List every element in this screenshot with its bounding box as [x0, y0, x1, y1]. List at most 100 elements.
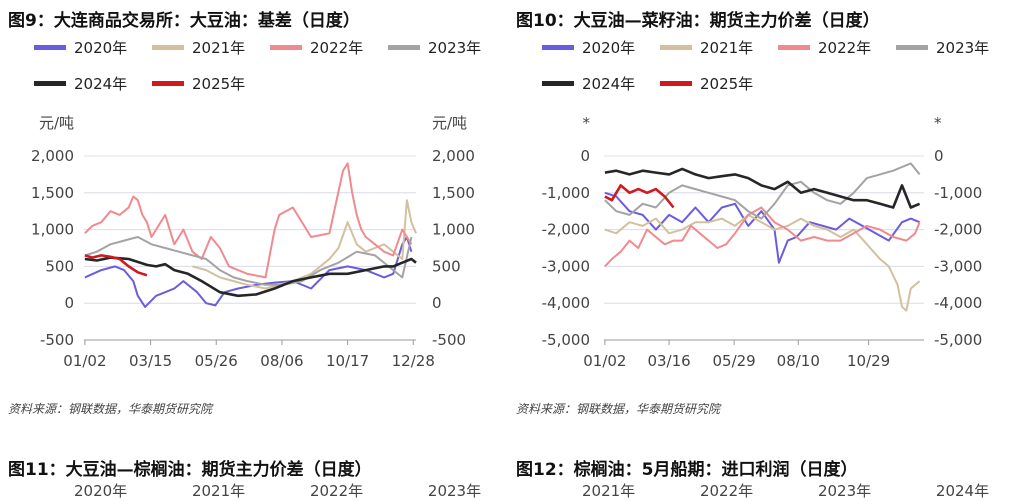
y-tick-label-left: -2,000 — [542, 221, 590, 239]
figure-10-source: 资料来源：钢联数据，华泰期货研究院 — [516, 402, 721, 416]
legend-item-2023: 2023年 — [896, 36, 989, 58]
legend-label-2022: 2022年 — [818, 38, 872, 57]
legend-item-2020: 2020年 — [34, 36, 127, 58]
legend-label-2023: 2023年 — [936, 38, 990, 57]
legend-item-2024: 2024年 — [542, 72, 635, 94]
legend-item-2021: 2021年 — [660, 36, 753, 58]
x-tick-label: 12/28 — [392, 352, 435, 370]
y-tick-label-right: 0 — [934, 147, 944, 165]
y-axis-unit-right: * — [934, 114, 942, 132]
legend-swatch-2021 — [152, 44, 184, 50]
figure-11-legend: 2020年 2021年 2022年 2023年 — [74, 480, 541, 501]
figure-12-legend-label: 2023年 — [817, 482, 872, 500]
y-tick-label-right: 2,000 — [432, 147, 475, 165]
series-line-2023 — [84, 236, 413, 286]
legend-label-2024: 2024年 — [582, 74, 636, 93]
legend-item-2023: 2023年 — [388, 36, 481, 58]
figure-12-legend: 2021年 2022年 2023年 2024年 — [582, 480, 1026, 501]
y-tick-label-left: -4,000 — [542, 294, 590, 312]
figure-9-panel: 图9：大连商品交易所：大豆油：基差（日度） 2020年 2021年 2022年 … — [8, 0, 508, 420]
y-tick-label-right: 1,500 — [432, 184, 475, 202]
series-line-2022 — [604, 206, 921, 268]
legend-item-2025: 2025年 — [660, 72, 753, 94]
legend-item-2022: 2022年 — [270, 36, 363, 58]
figure-10-title: 图10：大豆油—菜籽油：期货主力价差（日度） — [516, 11, 880, 31]
y-tick-label-left: 1,000 — [31, 221, 74, 239]
x-tick-label: 10/29 — [847, 352, 890, 370]
x-tick-label: 01/02 — [583, 352, 626, 370]
legend-label-2022: 2022年 — [310, 38, 364, 57]
legend-swatch-2025 — [660, 80, 692, 86]
x-tick-label: 08/06 — [260, 352, 303, 370]
y-tick-label-right: -5,000 — [934, 331, 982, 349]
legend-item-2020: 2020年 — [542, 36, 635, 58]
series-line-2023 — [604, 162, 921, 220]
legend-swatch-2023 — [896, 44, 928, 50]
x-tick-label: 05/26 — [195, 352, 238, 370]
y-tick-label-right: 500 — [432, 257, 461, 275]
figure-10-panel: 图10：大豆油—菜籽油：期货主力价差（日度） 2020年 2021年 2022年… — [516, 0, 1016, 420]
series-line-2024 — [84, 256, 417, 298]
y-tick-label-left: 2,000 — [31, 147, 74, 165]
legend-swatch-2024 — [34, 80, 66, 86]
x-tick-label: 03/16 — [647, 352, 690, 370]
legend-label-2021: 2021年 — [192, 38, 246, 57]
figure-12-legend-label: 2021年 — [582, 482, 636, 500]
figure-11-legend-label: 2023年 — [427, 482, 482, 500]
y-tick-label-right: -2,000 — [934, 221, 982, 239]
legend-label-2023: 2023年 — [428, 38, 482, 57]
x-tick-label: 10/17 — [326, 352, 369, 370]
figure-9-chart: 元/吨 元/吨 -500 -500 0 0 500 500 1,000 1,000 1,500 1,5… — [31, 114, 475, 370]
y-tick-label-left: 0 — [64, 294, 74, 312]
y-tick-label-left: -500 — [40, 331, 74, 349]
legend-item-2022: 2022年 — [778, 36, 871, 58]
legend-item-2025: 2025年 — [152, 72, 245, 94]
y-tick-label-right: -4,000 — [934, 294, 982, 312]
series-line-2021 — [192, 199, 417, 290]
legend-item-2021: 2021年 — [152, 36, 245, 58]
legend-swatch-2020 — [34, 44, 66, 50]
series-line-2021 — [604, 213, 921, 312]
y-tick-label-right: -3,000 — [934, 257, 982, 275]
legend-swatch-2022 — [270, 44, 302, 50]
legend-swatch-2023 — [388, 44, 420, 50]
y-axis-unit-right: 元/吨 — [432, 114, 467, 132]
series-line-2024 — [604, 167, 921, 209]
y-tick-label-left: -1,000 — [542, 184, 590, 202]
y-tick-label-left: 500 — [45, 257, 74, 275]
y-tick-label-left: -3,000 — [542, 257, 590, 275]
x-tick-label: 01/02 — [63, 352, 106, 370]
legend-swatch-2024 — [542, 80, 574, 86]
x-tick-label: 03/15 — [129, 352, 172, 370]
y-tick-label-right: -1,000 — [934, 184, 982, 202]
y-tick-label-left: -5,000 — [542, 331, 590, 349]
series-line-2025 — [84, 254, 148, 277]
figure-11-legend-label: 2022年 — [309, 482, 364, 500]
figure-9-title: 图9：大连商品交易所：大豆油：基差（日度） — [8, 11, 360, 31]
legend-swatch-2021 — [660, 44, 692, 50]
legend-label-2025: 2025年 — [192, 74, 246, 93]
legend-label-2025: 2025年 — [700, 74, 754, 93]
legend-swatch-2025 — [152, 80, 184, 86]
legend-label-2020: 2020年 — [74, 38, 128, 57]
y-axis-unit-left: 元/吨 — [39, 114, 74, 132]
y-axis-unit-left: * — [583, 114, 591, 132]
legend-label-2020: 2020年 — [582, 38, 636, 57]
figure-11-title: 图11：大豆油—棕榈油：期货主力价差（日度） — [8, 460, 372, 480]
x-tick-label: 05/29 — [712, 352, 755, 370]
figure-11-legend-label: 2021年 — [191, 482, 246, 500]
legend-label-2024: 2024年 — [74, 74, 128, 93]
series-line-2025 — [604, 184, 675, 209]
legend-label-2021: 2021年 — [700, 38, 754, 57]
figure-10-chart: * * -5,000 -5,000 -4,000 -4,000 -3,000 -3,000 -2… — [542, 114, 983, 370]
y-tick-label-right: 0 — [432, 294, 442, 312]
y-tick-label-left: 0 — [580, 147, 590, 165]
legend-item-2024: 2024年 — [34, 72, 127, 94]
figure-11-legend-label: 2020年 — [74, 482, 128, 500]
figure-12-legend-label: 2022年 — [699, 482, 754, 500]
legend-swatch-2020 — [542, 44, 574, 50]
x-tick-label: 08/10 — [777, 352, 820, 370]
series-line-2022 — [84, 162, 413, 279]
figure-9-source: 资料来源：钢联数据，华泰期货研究院 — [8, 402, 213, 416]
legend-swatch-2022 — [778, 44, 810, 50]
